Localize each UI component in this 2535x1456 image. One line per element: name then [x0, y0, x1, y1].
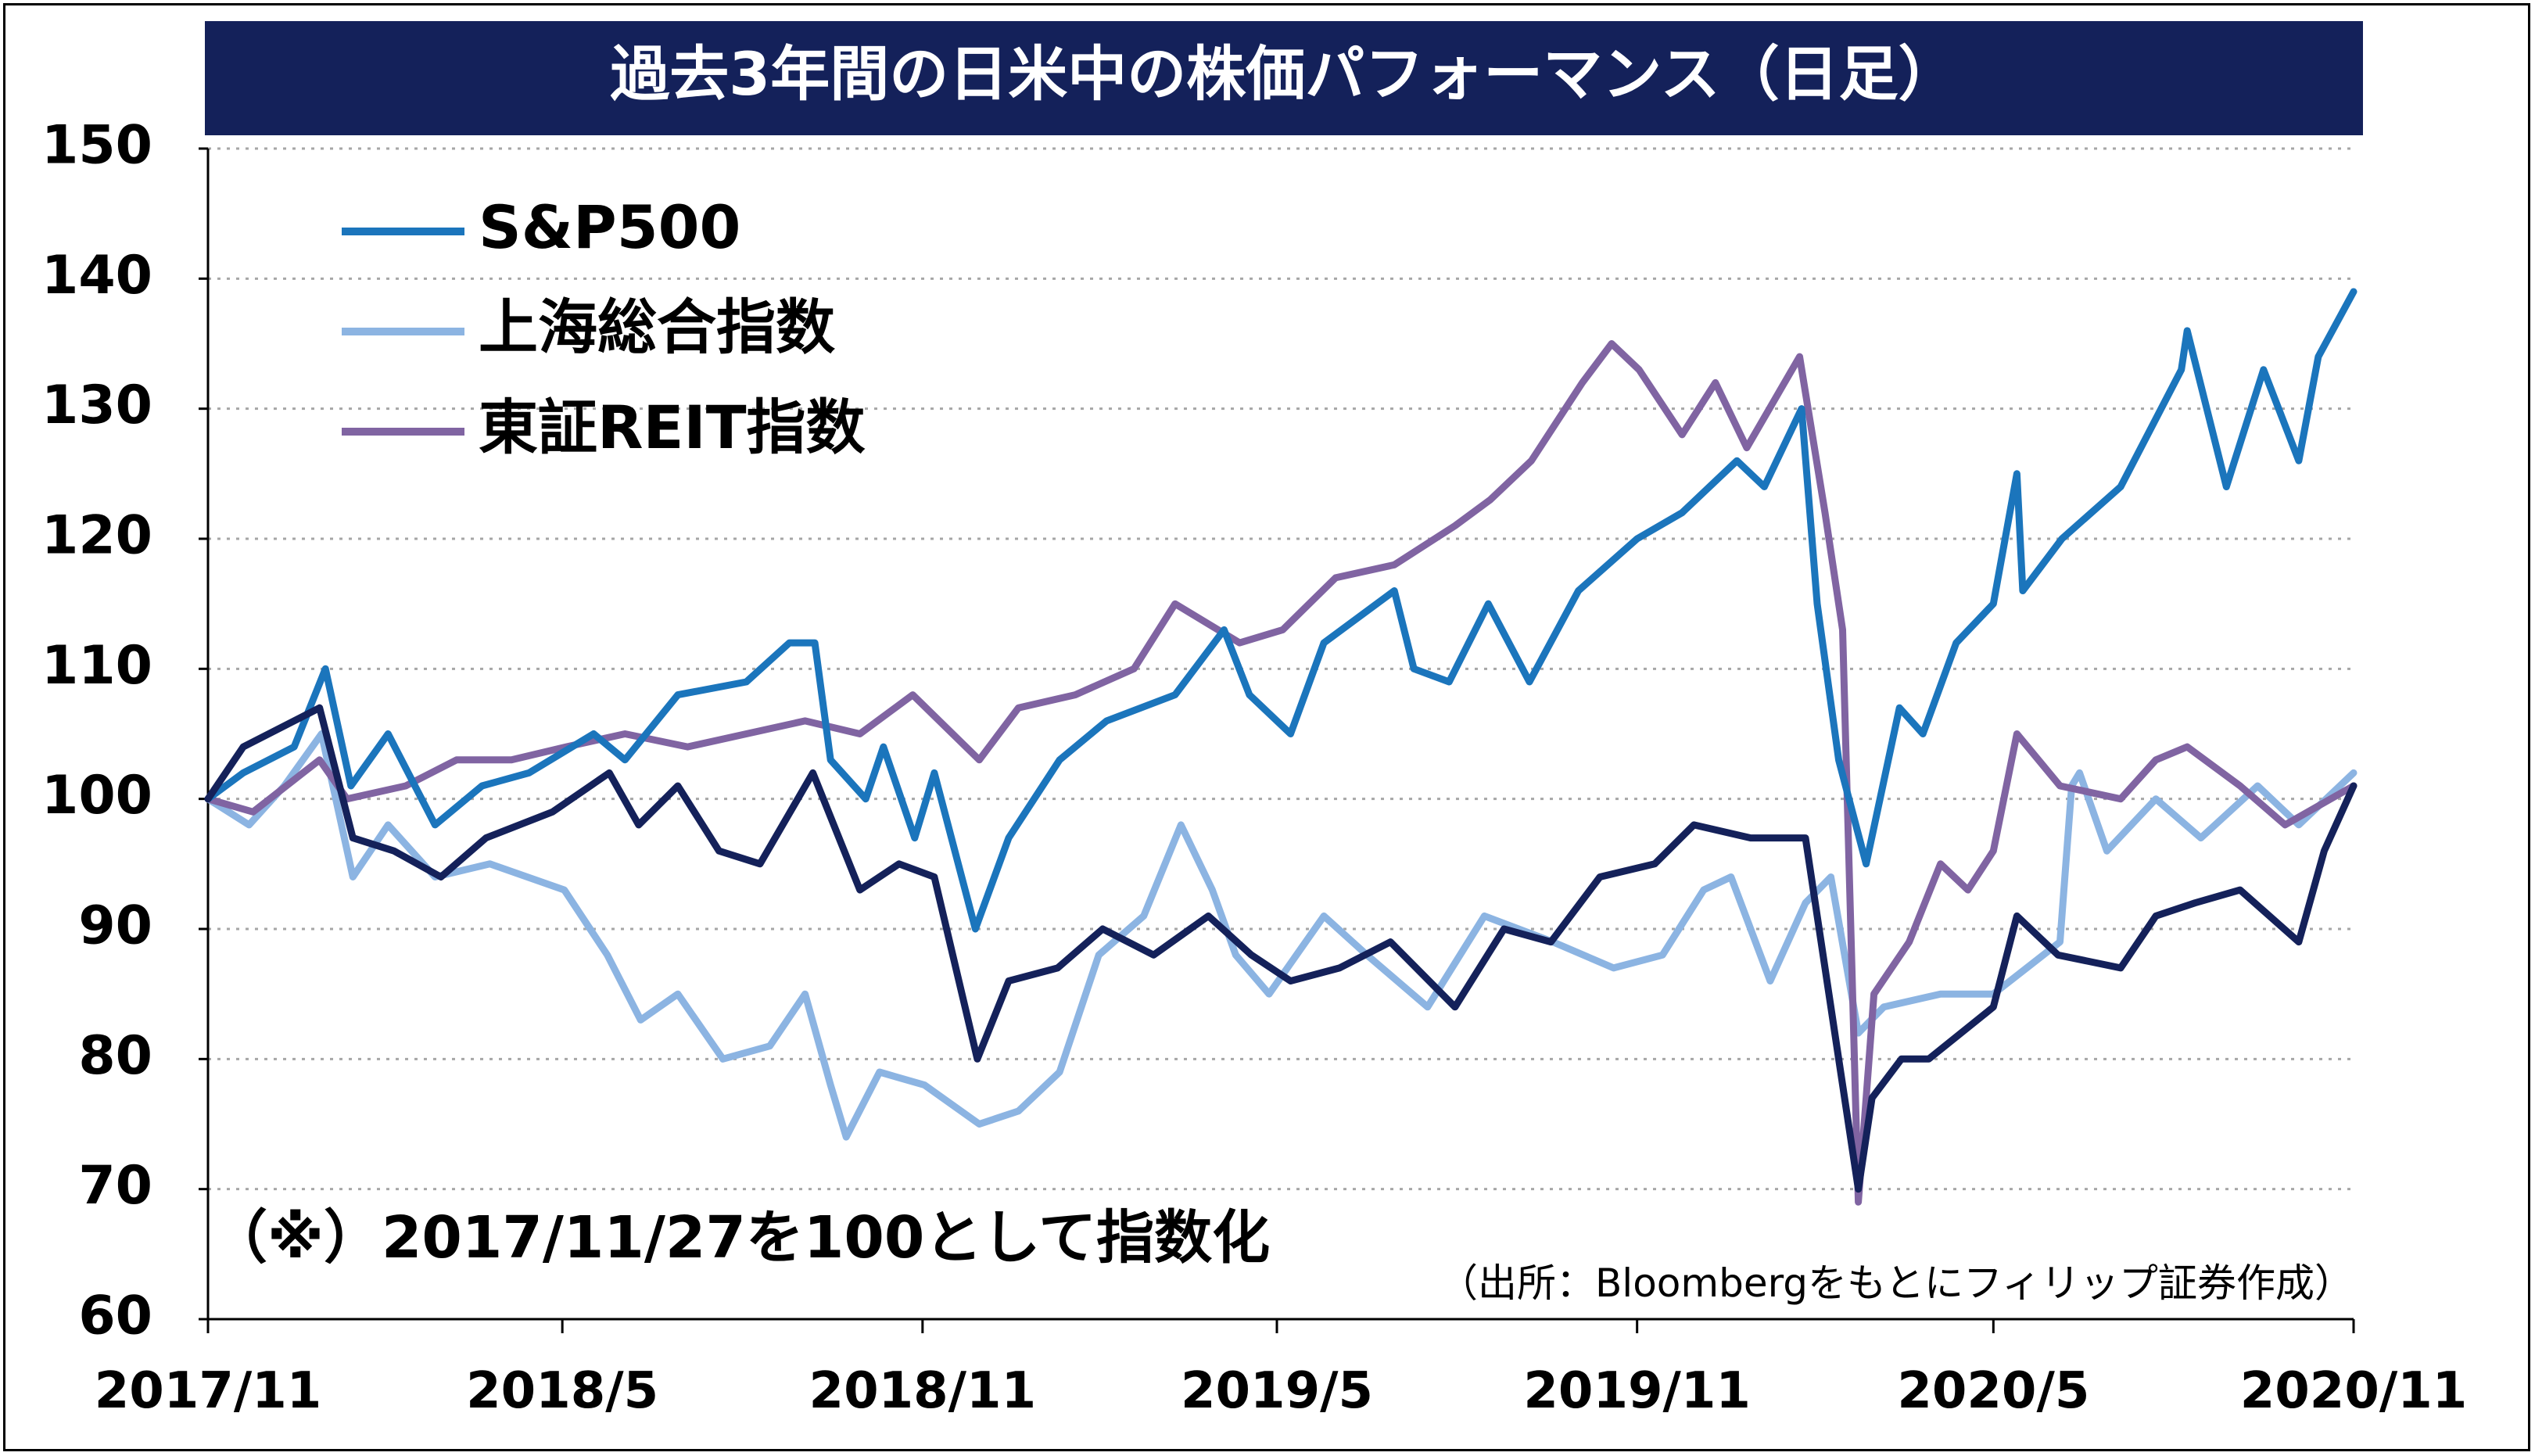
axes [199, 147, 2355, 1333]
x-tick-label: 2020/5 [1897, 1362, 2089, 1420]
x-tick-labels: 2017/11 2018/5 2018/11 2019/5 2019/11 2020/5 2… [95, 1362, 2468, 1420]
x-tick-label: 2019/5 [1181, 1362, 1373, 1420]
legend-label: S&P500 [479, 192, 740, 262]
y-tick-label: 80 [78, 1025, 152, 1087]
y-tick-label: 100 [41, 765, 152, 827]
chart-note: （※）2017/11/27を100として指数化 [210, 1204, 1270, 1271]
series-line-series-3 [204, 704, 2358, 1193]
legend-label: 東証REIT指数 [479, 393, 866, 462]
y-tick-labels: 60 70 80 90 100 110 120 130 140 150 [41, 115, 152, 1347]
chart-title-bar: 過去3年間の日米中の株価パフォーマンス（日足） [205, 21, 2363, 135]
source-note: （出所：Bloombergをもとにフィリップ証券作成） [1439, 1261, 2354, 1306]
x-tick-label: 2017/11 [95, 1362, 322, 1420]
title-banner [205, 21, 2363, 135]
y-tick-label: 60 [78, 1286, 152, 1347]
y-tick-label: 70 [78, 1155, 152, 1217]
x-tick-label: 2018/11 [809, 1362, 1037, 1420]
x-tick-label: 2020/11 [2240, 1362, 2468, 1420]
y-tick-label: 110 [41, 635, 152, 697]
series-line-series-1 [204, 730, 2358, 1141]
series-line-reit [204, 340, 2358, 1206]
series-line-sp500 [204, 288, 2358, 933]
legend-label: 上海総合指数 [479, 292, 835, 362]
y-tick-label: 150 [41, 115, 152, 177]
chart-title: 過去3年間の日米中の株価パフォーマンス（日足） [610, 39, 1957, 109]
y-tick-label: 120 [41, 505, 152, 567]
x-tick-label: 2019/11 [1523, 1362, 1751, 1420]
series-lines [204, 288, 2358, 1206]
y-tick-label: 140 [41, 245, 152, 307]
x-tick-label: 2018/5 [466, 1362, 658, 1420]
y-tick-label: 90 [78, 895, 152, 957]
y-tick-label: 130 [41, 375, 152, 436]
